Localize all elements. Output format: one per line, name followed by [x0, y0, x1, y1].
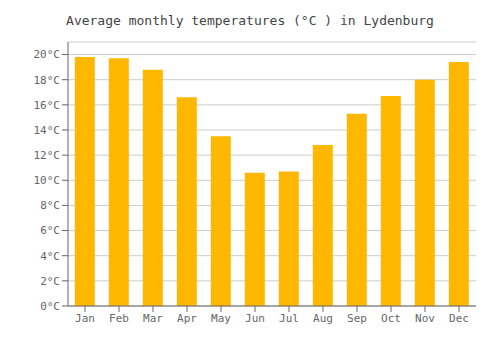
svg-text:Oct: Oct: [381, 312, 401, 325]
svg-text:2°C: 2°C: [40, 275, 60, 288]
svg-text:4°C: 4°C: [40, 250, 60, 263]
svg-text:Nov: Nov: [415, 312, 435, 325]
svg-text:Jun: Jun: [245, 312, 265, 325]
svg-text:18°C: 18°C: [34, 74, 61, 87]
svg-text:May: May: [211, 312, 231, 325]
svg-text:Apr: Apr: [177, 312, 197, 325]
svg-text:10°C: 10°C: [34, 174, 61, 187]
svg-text:Jul: Jul: [279, 312, 299, 325]
svg-text:6°C: 6°C: [40, 224, 60, 237]
svg-text:14°C: 14°C: [34, 124, 61, 137]
svg-text:20°C: 20°C: [34, 48, 61, 61]
svg-text:0°C: 0°C: [40, 300, 60, 313]
svg-text:Jan: Jan: [75, 312, 95, 325]
svg-text:Dec: Dec: [449, 312, 469, 325]
svg-text:Mar: Mar: [143, 312, 163, 325]
html-text:Average monthly temperatures (: Average monthly temperatures (°C ) in Ly…: [66, 13, 434, 28]
svg-text:Feb: Feb: [109, 312, 129, 325]
svg-text:8°C: 8°C: [40, 199, 60, 212]
svg-text:Sep: Sep: [347, 312, 367, 325]
svg-text:Aug: Aug: [313, 312, 333, 325]
svg-text:16°C: 16°C: [34, 99, 61, 112]
svg-text:12°C: 12°C: [34, 149, 61, 162]
